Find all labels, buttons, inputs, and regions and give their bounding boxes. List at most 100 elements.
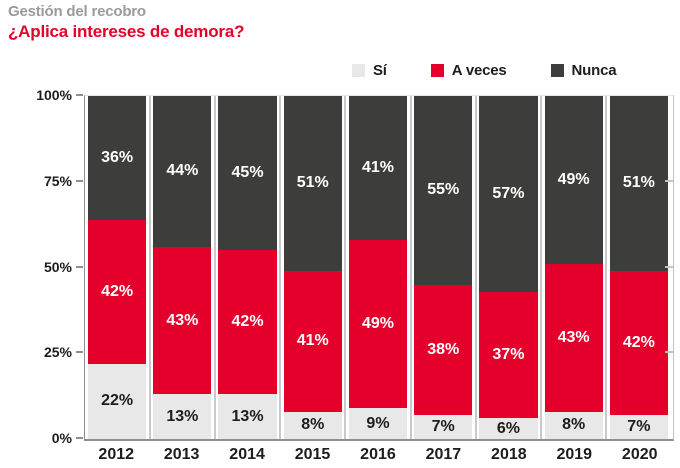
value-label: 49% [557,171,590,189]
bar-2017: 55% 38% 7% [409,96,473,439]
bar-2020: 51% 42% 7% [605,96,668,439]
value-label: 44% [166,162,199,180]
value-label: 45% [231,164,264,182]
value-label: 51% [622,174,655,192]
value-label: 13% [231,407,264,425]
y-tick-label-50: 50% [43,258,72,275]
value-label: 38% [427,340,460,358]
value-label: 57% [492,184,525,202]
segment-sí: 8% [283,411,342,439]
bar-2013: 44% 43% 13% [148,96,212,439]
x-tick-2018: 2018 [491,446,527,463]
segment-sí: 8% [544,411,603,439]
segment-nunca: 36% [88,96,147,220]
segment-nunca: 51% [283,96,342,271]
segment-sí: 13% [218,394,277,439]
right-tick-25 [665,351,673,354]
segment-a-veces: 42% [88,219,147,364]
value-label: 37% [492,345,525,363]
bars: 36% 42% 22% 44% 43% 13% 45% 42% 13% 51% 41% 8% 41% 49… [85,96,673,439]
value-label: 7% [431,418,455,435]
segment-sí: 6% [479,418,538,439]
legend-label: Nunca [571,62,617,79]
value-label: 13% [166,407,199,425]
legend-item-sí: Sí [352,62,387,79]
right-tick-50 [665,265,673,268]
segment-nunca: 44% [153,96,212,247]
legend-swatch [430,64,444,77]
bar-2012: 36% 42% 22% [88,96,147,439]
legend-item-nunca: Nunca [550,62,617,79]
value-label: 42% [101,282,134,300]
bar-2014: 45% 42% 13% [213,96,277,439]
chart-title: Gestión del recobro [8,3,146,20]
segment-a-veces: 37% [479,291,538,419]
x-tick-2012: 2012 [98,446,135,463]
value-label: 41% [296,332,329,350]
left-tick-100 [76,94,83,96]
x-tick-2019: 2019 [556,446,593,463]
x-tick-2020: 2020 [621,446,658,463]
y-tick-label-100: 100% [36,87,72,103]
segment-a-veces: 38% [414,284,473,415]
value-label: 36% [101,148,134,166]
y-tick-label-25: 25% [43,344,72,361]
segment-a-veces: 49% [348,240,408,409]
value-label: 8% [301,416,325,434]
value-label: 9% [366,414,390,432]
y-tick-label-75: 75% [43,172,72,189]
segment-nunca: 41% [348,96,408,241]
y-axis: 0% 25% 50% 75% 100% [0,87,74,446]
legend-item-a-veces: A veces [430,62,507,79]
segment-sí: 13% [153,394,212,439]
value-label: 55% [427,181,460,199]
segment-a-veces: 43% [153,246,212,395]
chart-subtitle: ¿Aplica intereses de demora? [8,22,245,41]
x-tick-2014: 2014 [229,446,265,463]
segment-sí: 7% [414,415,473,439]
legend-swatch [550,64,564,77]
left-tick-0 [76,437,83,439]
value-label: 22% [101,392,134,410]
segment-sí: 7% [609,415,668,439]
value-label: 51% [296,174,329,192]
segment-nunca: 49% [544,96,603,265]
x-tick-2013: 2013 [163,446,200,463]
value-label: 8% [562,416,586,434]
segment-nunca: 51% [609,96,668,271]
segment-sí: 9% [348,408,408,439]
segment-a-veces: 43% [544,264,603,412]
left-tick-25 [76,351,83,354]
bar-2016: 41% 49% 9% [344,96,408,439]
x-tick-2017: 2017 [425,446,462,463]
bar-2015: 51% 41% 8% [279,96,342,439]
value-label: 43% [557,328,590,346]
legend-swatch [352,64,365,77]
value-label: 49% [361,315,394,333]
segment-a-veces: 42% [609,270,668,415]
value-label: 42% [622,333,655,351]
x-tick-2015: 2015 [294,446,331,463]
segment-nunca: 45% [218,96,277,251]
legend-label: A veces [451,62,507,79]
segment-nunca: 55% [414,96,473,285]
segment-a-veces: 41% [283,270,342,412]
segment-sí: 22% [88,363,147,439]
value-label: 42% [231,313,264,331]
left-tick-50 [76,265,83,268]
x-tick-2016: 2016 [360,446,396,463]
x-labels: 2012 2013 2014 2015 2016 2017 2018 2019 2020 [84,446,674,464]
plot-area: 36% 42% 22% 44% 43% 13% 45% 42% 13% 51% 41% 8% 41% 49… [84,95,674,441]
legend-label: Sí [373,62,387,79]
right-tick-75 [665,179,673,182]
segment-nunca: 57% [479,96,538,292]
y-tick-label-0: 0% [51,430,72,446]
value-label: 7% [627,418,651,435]
left-tick-75 [76,179,83,182]
legend: Sí A veces Nunca [352,62,617,79]
bar-2018: 57% 37% 6% [474,96,538,439]
value-label: 6% [496,419,520,437]
value-label: 43% [166,311,199,329]
value-label: 41% [361,159,394,177]
